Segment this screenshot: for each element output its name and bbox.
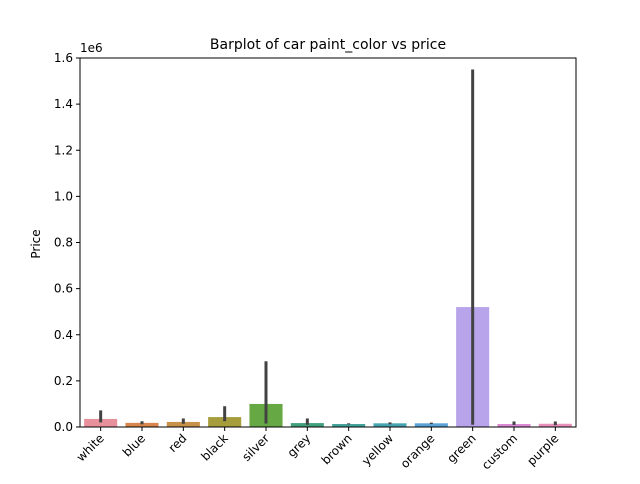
y-tick-label: 1.6 (54, 51, 73, 65)
bar-orange (414, 423, 448, 427)
bar-grey (290, 423, 324, 427)
y-tick-label: 1.0 (54, 189, 73, 203)
bar-custom (497, 424, 531, 427)
chart-title: Barplot of car paint_color vs price (210, 37, 446, 53)
y-tick-label: 0.2 (54, 374, 73, 388)
y-tick-label: 1.4 (54, 97, 73, 111)
y-axis: 0.0 0.2 0.4 0.6 0.8 1.0 1.2 1.4 1.6 (54, 51, 80, 434)
y-axis-offset-label: 1e6 (80, 41, 103, 55)
bar-yellow (373, 423, 407, 427)
y-axis-label: Price (29, 229, 43, 258)
y-tick-label: 1.2 (54, 143, 73, 157)
y-tick-label: 0.6 (54, 282, 73, 296)
y-tick-label: 0.4 (54, 328, 73, 342)
bar-blue (125, 422, 159, 427)
plot-frame (79, 57, 577, 428)
y-tick-label: 0.0 (54, 420, 73, 434)
y-tick-label: 0.8 (54, 236, 73, 250)
bar-white (84, 418, 118, 427)
bar-red (166, 421, 200, 427)
bars (84, 69, 572, 427)
bar-black (208, 417, 242, 427)
bar-brown (332, 424, 366, 427)
bar-purple (538, 423, 572, 427)
